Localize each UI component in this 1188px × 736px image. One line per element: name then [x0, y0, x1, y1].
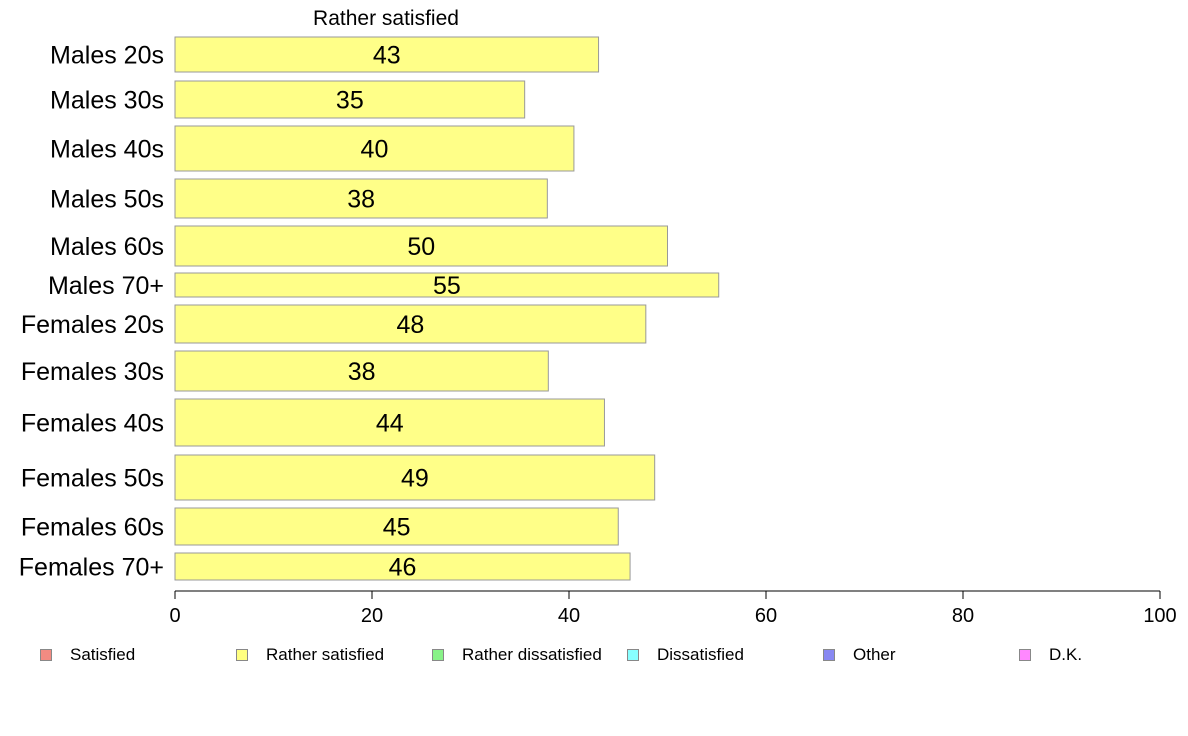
bar-value-label: 48 — [397, 311, 425, 339]
bar-value-label: 45 — [383, 514, 411, 542]
legend-label: Other — [853, 645, 896, 664]
bar-value-label: 44 — [376, 410, 404, 438]
bar — [174, 272, 720, 298]
bar — [174, 36, 600, 73]
bar-value-label: 38 — [347, 186, 375, 214]
legend-label: Rather satisfied — [266, 645, 385, 664]
bar-value-label: 35 — [336, 87, 364, 115]
category-label: Males 70+ — [48, 272, 164, 300]
category-label: Males 40s — [50, 136, 164, 164]
legend-swatch — [823, 649, 835, 661]
legend-item: D.K. — [1019, 644, 1082, 666]
category-label: Males 20s — [50, 42, 164, 70]
chart-title: Rather satisfied — [313, 7, 459, 30]
x-axis: 0 20 40 60 80 100 — [169, 590, 1177, 627]
bar-value-label: 40 — [361, 136, 389, 164]
bar-value-label: 38 — [348, 358, 376, 386]
legend-swatch — [40, 649, 52, 661]
x-tick-label: 60 — [755, 605, 777, 627]
category-label: Males 30s — [50, 87, 164, 115]
legend-item: Rather satisfied — [236, 644, 384, 666]
category-label: Males 60s — [50, 233, 164, 261]
legend-item: Dissatisfied — [627, 644, 744, 666]
legend-item: Satisfied — [40, 644, 135, 666]
legend-swatch — [236, 649, 248, 661]
legend-swatch — [432, 649, 444, 661]
category-label: Females 40s — [21, 410, 164, 438]
bar — [174, 350, 549, 392]
bar-value-label: 49 — [401, 465, 429, 493]
bar — [174, 304, 647, 344]
category-label: Females 30s — [21, 358, 164, 386]
category-label: Females 60s — [21, 514, 164, 542]
bar — [174, 454, 656, 501]
bar — [174, 125, 575, 172]
legend-label: D.K. — [1049, 645, 1083, 664]
x-tick-label: 0 — [169, 605, 180, 627]
legend-label: Satisfied — [70, 645, 136, 664]
bar — [174, 80, 526, 119]
bar-value-label: 50 — [407, 233, 435, 261]
x-tick-label: 100 — [1143, 605, 1176, 627]
bar-value-label: 46 — [389, 554, 417, 582]
bars-group: Males 20s 43 Males 30s 35 Males 40s 40 Males 5… — [19, 36, 720, 582]
x-tick-label: 40 — [558, 605, 580, 627]
legend-item: Other — [823, 644, 896, 666]
category-label: Males 50s — [50, 186, 164, 214]
legend-item: Rather dissatisfied — [432, 644, 602, 666]
legend-label: Rather dissatisfied — [462, 645, 602, 664]
bar — [174, 398, 605, 447]
bar-value-label: 55 — [433, 272, 461, 300]
legend-swatch — [627, 649, 639, 661]
bar — [174, 225, 668, 267]
x-tick-label: 80 — [952, 605, 974, 627]
category-label: Females 50s — [21, 465, 164, 493]
legend-swatch — [1019, 649, 1031, 661]
bar — [174, 178, 548, 219]
bar — [174, 507, 619, 546]
bar-value-label: 43 — [373, 42, 401, 70]
legend: Satisfied Rather satisfied Rather dissatis… — [0, 644, 1188, 668]
x-tick-label: 20 — [361, 605, 383, 627]
category-label: Females 70+ — [19, 554, 164, 582]
bar — [174, 552, 631, 581]
legend-label: Dissatisfied — [657, 645, 744, 664]
category-label: Females 20s — [21, 311, 164, 339]
